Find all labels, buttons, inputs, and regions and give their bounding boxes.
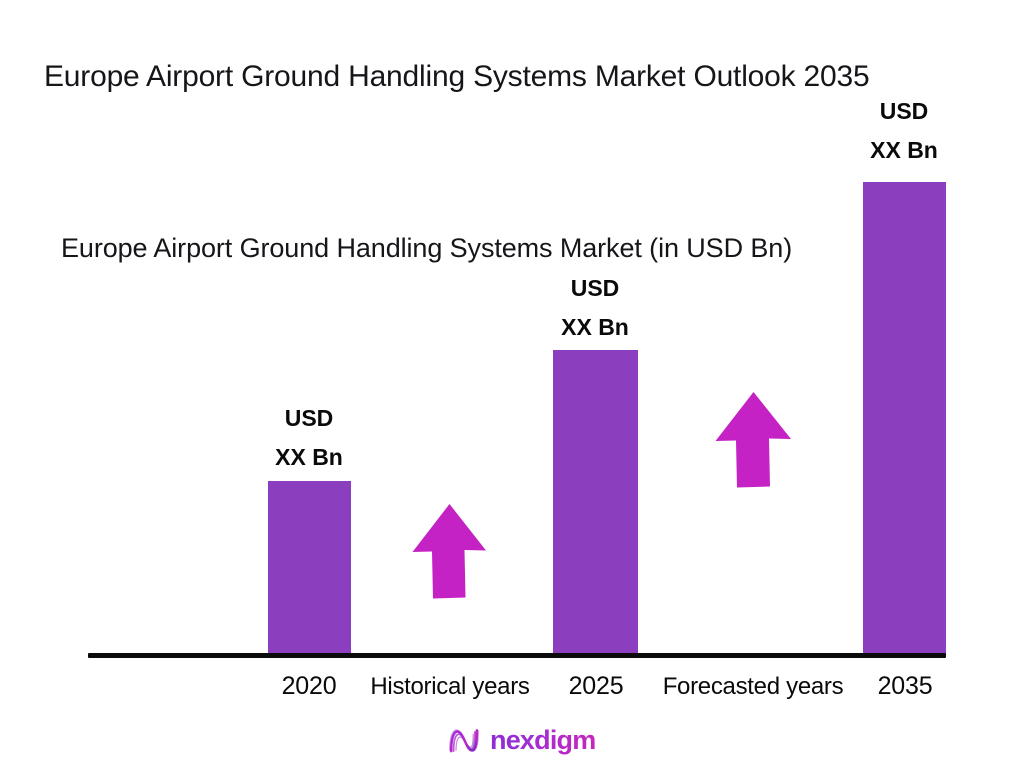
value-label-2035-line1: USD (879, 98, 929, 124)
value-label-2020: USD XX Bn (248, 399, 370, 477)
value-label-2020-line2: XX Bn (275, 444, 343, 470)
x-tick-label-2020: 2020 (281, 672, 337, 700)
nexdigm-logo[interactable]: nexdigm (446, 722, 596, 758)
value-label-2035-line2: XX Bn (870, 137, 938, 163)
value-label-2035: USD XX Bn (843, 92, 965, 170)
chart-subtitle: Europe Airport Ground Handling Systems M… (61, 233, 793, 263)
x-tick-label-2035: 2035 (877, 672, 933, 700)
nexdigm-logo-text: nexdigm (490, 725, 596, 755)
value-label-2025-line2: XX Bn (561, 314, 629, 340)
period-label-historical: Historical years (370, 673, 530, 700)
period-label-forecasted: Forecasted years (662, 673, 844, 700)
chart-title: Europe Airport Ground Handling Systems M… (44, 60, 870, 93)
bar-2025[interactable] (553, 350, 638, 655)
value-label-2025-line1: USD (570, 275, 620, 301)
x-tick-label-2025: 2025 (568, 672, 624, 700)
nexdigm-logo-mark-icon (449, 729, 479, 753)
bar-2035[interactable] (863, 182, 946, 655)
x-axis-line (88, 653, 946, 658)
up-arrow-icon (715, 392, 791, 488)
value-label-2020-line1: USD (284, 405, 334, 431)
growth-arrow-historical (411, 503, 487, 599)
bar-2020[interactable] (268, 481, 351, 655)
up-arrow-icon (412, 504, 486, 599)
value-label-2025: USD XX Bn (533, 269, 657, 347)
growth-arrow-forecast (714, 391, 792, 488)
